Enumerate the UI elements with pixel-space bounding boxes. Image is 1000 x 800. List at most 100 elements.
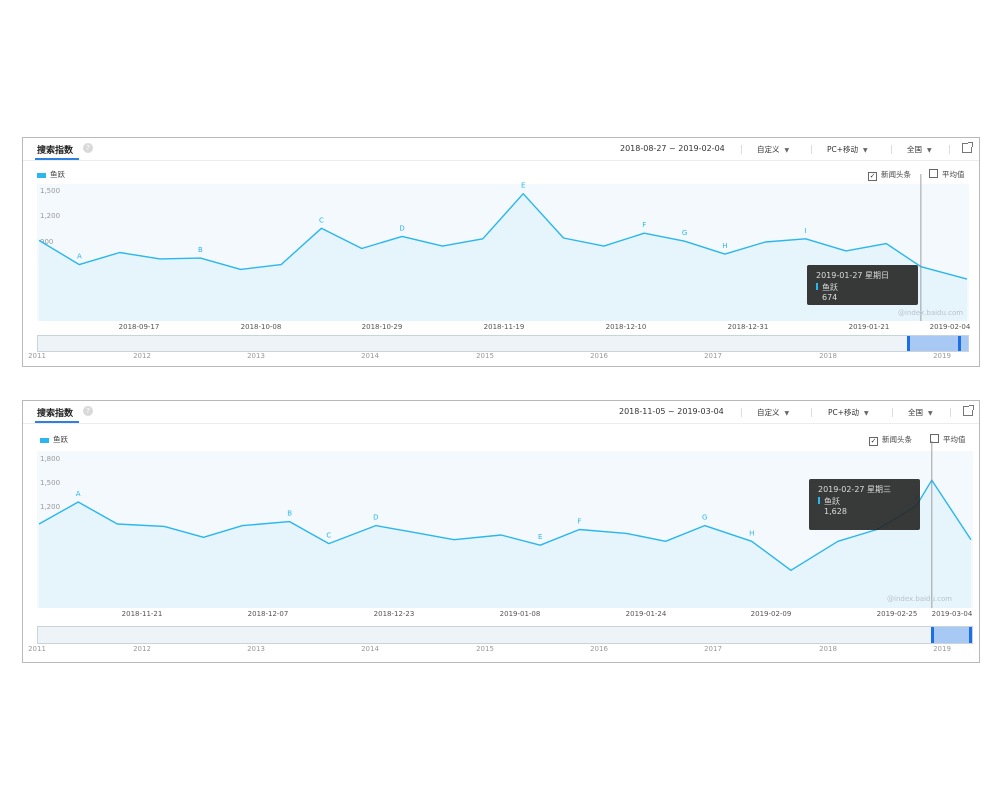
news-annotation-C[interactable]: C bbox=[326, 532, 331, 540]
series-line-鱼跃[interactable] bbox=[38, 479, 972, 571]
data-tooltip: 2019-01-27 星期日 鱼跃 674 bbox=[807, 265, 918, 305]
mode-dropdown[interactable]: 自定义 ▼ bbox=[757, 407, 789, 418]
divider bbox=[892, 408, 893, 417]
device-dropdown[interactable]: PC+移动 ▼ bbox=[828, 407, 869, 418]
navigator-year-label: 2018 bbox=[819, 352, 837, 360]
navigator-selection[interactable] bbox=[909, 336, 968, 351]
tab-underline bbox=[35, 421, 79, 423]
navigator-right-handle[interactable] bbox=[969, 627, 972, 643]
tooltip-series-name: 鱼跃 bbox=[822, 283, 838, 292]
average-label: 平均值 bbox=[943, 435, 966, 444]
y-tick-label: 1,800 bbox=[40, 455, 61, 463]
checkbox-checked-icon: ✓ bbox=[868, 172, 877, 181]
legend-item[interactable]: 鱼跃 bbox=[37, 169, 65, 180]
range-navigator[interactable] bbox=[37, 335, 969, 352]
news-annotation-A[interactable]: A bbox=[76, 490, 81, 498]
legend-swatch bbox=[37, 172, 46, 178]
tooltip-date: 2019-02-27 星期三 bbox=[818, 485, 892, 494]
navigator-year-label: 2012 bbox=[133, 645, 151, 653]
navigator-year-label: 2015 bbox=[476, 352, 494, 360]
divider bbox=[741, 145, 742, 154]
news-annotation-B[interactable]: B bbox=[198, 246, 203, 254]
series-area bbox=[39, 193, 967, 321]
legend-swatch bbox=[40, 437, 49, 443]
region-dropdown[interactable]: 全国 ▼ bbox=[908, 407, 933, 418]
date-range-display[interactable]: 2018-08-27 ~ 2019-02-04 bbox=[620, 144, 725, 153]
x-tick-label: 2018-09-17 bbox=[118, 323, 160, 331]
device-dropdown[interactable]: PC+移动 ▼ bbox=[827, 144, 868, 155]
panel-header: 搜索指数 ? 2018-08-27 ~ 2019-02-04 自定义 ▼ PC+移… bbox=[23, 138, 979, 161]
divider bbox=[949, 145, 950, 154]
news-annotation-E[interactable]: E bbox=[521, 182, 525, 190]
news-annotation-F[interactable]: F bbox=[642, 221, 646, 229]
watermark: @index.baidu.com bbox=[898, 309, 964, 317]
panel-header: 搜索指数 ? 2018-11-05 ~ 2019-03-04 自定义 ▼ PC+移… bbox=[23, 401, 979, 424]
x-tick-label: 2018-10-08 bbox=[240, 323, 282, 331]
chevron-down-icon: ▼ bbox=[784, 147, 790, 154]
checkbox-checked-icon: ✓ bbox=[869, 437, 878, 446]
tab-search-index[interactable]: 搜索指数 bbox=[37, 409, 74, 419]
x-tick-label: 2018-12-07 bbox=[247, 610, 289, 618]
news-annotation-E[interactable]: E bbox=[538, 533, 542, 541]
x-tick-label: 2019-02-25 bbox=[876, 610, 918, 618]
chevron-down-icon: ▼ bbox=[864, 410, 869, 417]
navigator-selection[interactable] bbox=[931, 627, 972, 643]
range-navigator[interactable] bbox=[37, 626, 973, 644]
news-checkbox[interactable]: ✓ 新闻头条 bbox=[868, 169, 911, 181]
y-tick-label: 1,500 bbox=[40, 187, 61, 195]
legend-item[interactable]: 鱼跃 bbox=[40, 434, 68, 445]
news-annotation-D[interactable]: D bbox=[373, 514, 378, 522]
news-annotation-D[interactable]: D bbox=[399, 224, 404, 232]
region-label: 全国 bbox=[907, 145, 922, 154]
x-tick-label: 2019-02-09 bbox=[750, 610, 792, 618]
news-annotation-I[interactable]: I bbox=[805, 227, 807, 235]
news-annotation-H[interactable]: H bbox=[722, 242, 727, 250]
navigator-year-label: 2013 bbox=[247, 645, 265, 653]
watermark: @index.baidu.com bbox=[887, 595, 953, 603]
average-checkbox[interactable]: 平均值 bbox=[929, 169, 965, 180]
news-annotation-F[interactable]: F bbox=[577, 518, 581, 526]
external-link-icon[interactable] bbox=[962, 142, 973, 153]
average-checkbox[interactable]: 平均值 bbox=[930, 434, 966, 445]
tooltip-series-name: 鱼跃 bbox=[824, 497, 840, 506]
navigator-left-handle[interactable] bbox=[907, 336, 910, 351]
news-annotation-G[interactable]: G bbox=[682, 229, 687, 237]
device-label: PC+移动 bbox=[827, 145, 859, 154]
news-label: 新闻头条 bbox=[881, 170, 911, 179]
help-icon[interactable]: ? bbox=[83, 406, 93, 416]
x-tick-label: 2019-01-08 bbox=[499, 610, 541, 618]
y-tick-label: 1,200 bbox=[40, 212, 61, 220]
divider bbox=[811, 408, 812, 417]
x-tick-label: 2019-02-04 bbox=[929, 323, 971, 331]
navigator-right-handle[interactable] bbox=[958, 336, 961, 351]
chevron-down-icon: ▼ bbox=[928, 410, 933, 417]
region-dropdown[interactable]: 全国 ▼ bbox=[907, 144, 932, 155]
navigator-year-label: 2014 bbox=[361, 645, 379, 653]
navigator-year-label: 2011 bbox=[28, 645, 46, 653]
chevron-down-icon: ▼ bbox=[863, 147, 868, 154]
external-link-icon[interactable] bbox=[963, 405, 974, 416]
date-range-display[interactable]: 2018-11-05 ~ 2019-03-04 bbox=[619, 407, 724, 416]
news-annotation-B[interactable]: B bbox=[287, 510, 292, 518]
news-annotation-A[interactable]: A bbox=[77, 253, 82, 261]
x-tick-label: 2019-03-04 bbox=[931, 610, 973, 618]
tab-search-index[interactable]: 搜索指数 bbox=[37, 146, 74, 156]
checkbox-icon bbox=[930, 434, 939, 443]
line-chart[interactable]: A B C D E F G H I bbox=[37, 174, 969, 321]
news-annotation-G[interactable]: G bbox=[702, 514, 707, 522]
news-label: 新闻头条 bbox=[882, 435, 912, 444]
help-icon[interactable]: ? bbox=[83, 143, 93, 153]
chevron-down-icon: ▼ bbox=[784, 410, 790, 417]
tooltip-series-marker bbox=[816, 283, 818, 290]
device-label: PC+移动 bbox=[828, 408, 860, 417]
news-annotation-C[interactable]: C bbox=[319, 216, 324, 224]
series-line-鱼跃[interactable] bbox=[38, 193, 968, 280]
search-index-panel-1: 搜索指数 ? 2018-08-27 ~ 2019-02-04 自定义 ▼ PC+移… bbox=[22, 137, 980, 367]
tooltip-series-marker bbox=[818, 497, 820, 504]
mode-dropdown[interactable]: 自定义 ▼ bbox=[757, 144, 789, 155]
average-label: 平均值 bbox=[942, 170, 965, 179]
news-annotation-H[interactable]: H bbox=[749, 529, 754, 537]
navigator-left-handle[interactable] bbox=[931, 627, 934, 643]
news-checkbox[interactable]: ✓ 新闻头条 bbox=[869, 434, 912, 446]
